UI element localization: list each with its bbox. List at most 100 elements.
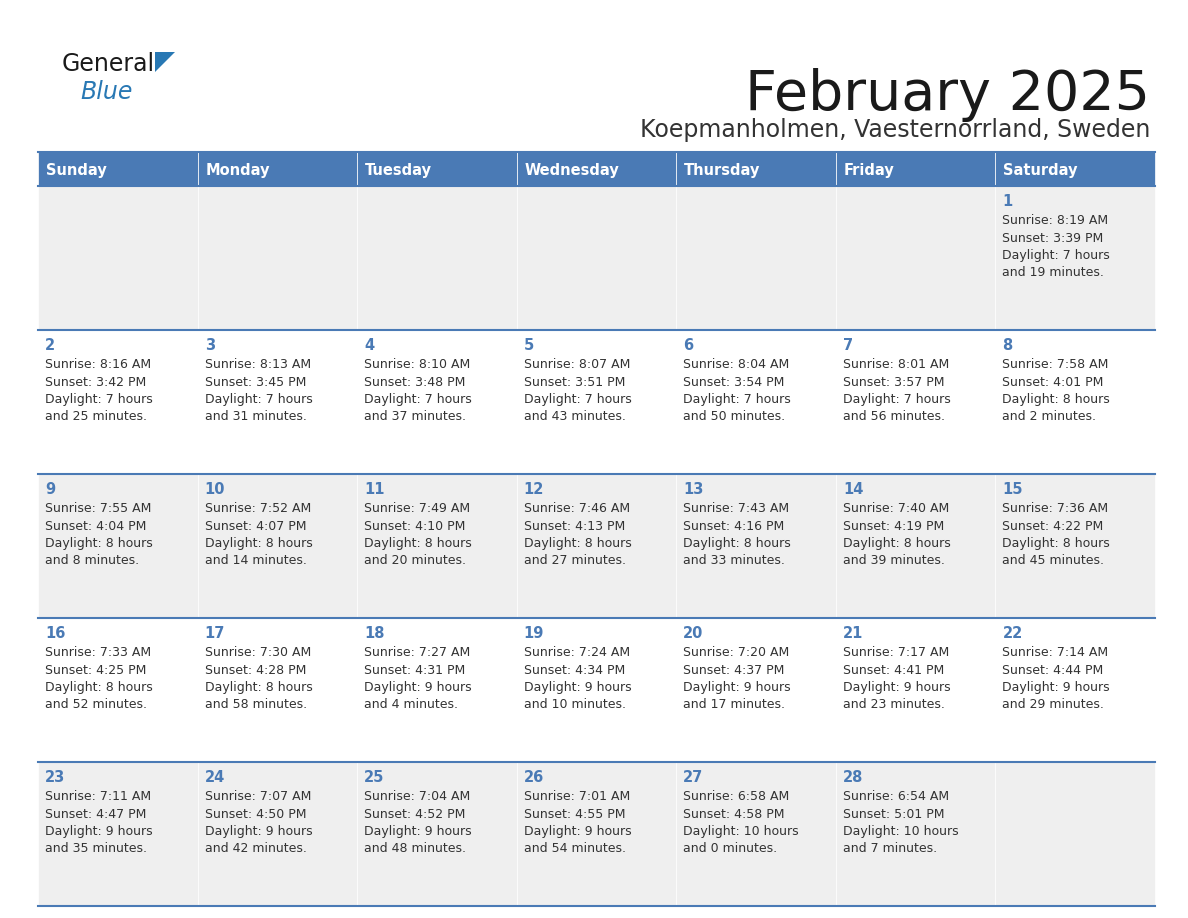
Text: Tuesday: Tuesday <box>365 162 432 177</box>
Bar <box>836 762 996 906</box>
Text: Sunset: 5:01 PM: Sunset: 5:01 PM <box>842 808 944 821</box>
Bar <box>517 618 676 762</box>
Bar <box>197 186 358 330</box>
Bar <box>38 330 197 474</box>
Bar <box>517 474 676 618</box>
Text: 2: 2 <box>45 338 55 353</box>
Text: Monday: Monday <box>206 162 270 177</box>
Text: Sunrise: 7:40 AM: Sunrise: 7:40 AM <box>842 502 949 515</box>
Text: Sunrise: 8:01 AM: Sunrise: 8:01 AM <box>842 358 949 371</box>
Text: Sunrise: 7:49 AM: Sunrise: 7:49 AM <box>365 502 470 515</box>
Text: Sunrise: 7:33 AM: Sunrise: 7:33 AM <box>45 646 151 659</box>
Text: General: General <box>62 52 156 76</box>
Text: 6: 6 <box>683 338 694 353</box>
Text: 28: 28 <box>842 770 864 785</box>
Text: Daylight: 7 hours: Daylight: 7 hours <box>524 393 632 406</box>
Text: and 52 minutes.: and 52 minutes. <box>45 699 147 711</box>
Text: February 2025: February 2025 <box>745 68 1150 122</box>
Text: Sunrise: 8:07 AM: Sunrise: 8:07 AM <box>524 358 630 371</box>
Text: Sunrise: 8:16 AM: Sunrise: 8:16 AM <box>45 358 151 371</box>
Text: Sunset: 4:07 PM: Sunset: 4:07 PM <box>204 520 307 532</box>
Text: 15: 15 <box>1003 482 1023 497</box>
Text: Sunrise: 7:14 AM: Sunrise: 7:14 AM <box>1003 646 1108 659</box>
Text: Sunset: 4:22 PM: Sunset: 4:22 PM <box>1003 520 1104 532</box>
Text: Sunset: 4:10 PM: Sunset: 4:10 PM <box>365 520 466 532</box>
Text: Daylight: 9 hours: Daylight: 9 hours <box>1003 681 1110 694</box>
Text: Sunset: 4:01 PM: Sunset: 4:01 PM <box>1003 375 1104 388</box>
Text: Sunset: 3:45 PM: Sunset: 3:45 PM <box>204 375 307 388</box>
Text: Sunrise: 7:20 AM: Sunrise: 7:20 AM <box>683 646 790 659</box>
Text: Sunrise: 7:04 AM: Sunrise: 7:04 AM <box>365 790 470 803</box>
Text: Sunrise: 7:17 AM: Sunrise: 7:17 AM <box>842 646 949 659</box>
Text: and 31 minutes.: and 31 minutes. <box>204 410 307 423</box>
Text: Daylight: 8 hours: Daylight: 8 hours <box>365 537 472 550</box>
Text: and 29 minutes.: and 29 minutes. <box>1003 699 1105 711</box>
Text: Sunrise: 7:27 AM: Sunrise: 7:27 AM <box>365 646 470 659</box>
Text: Daylight: 8 hours: Daylight: 8 hours <box>683 537 791 550</box>
Text: Sunset: 4:47 PM: Sunset: 4:47 PM <box>45 808 146 821</box>
Bar <box>38 618 197 762</box>
Bar <box>676 762 836 906</box>
Text: Sunset: 4:37 PM: Sunset: 4:37 PM <box>683 664 784 677</box>
Text: Sunrise: 7:52 AM: Sunrise: 7:52 AM <box>204 502 311 515</box>
Text: Sunrise: 8:13 AM: Sunrise: 8:13 AM <box>204 358 311 371</box>
Text: Sunset: 4:55 PM: Sunset: 4:55 PM <box>524 808 625 821</box>
Bar <box>517 762 676 906</box>
Text: and 19 minutes.: and 19 minutes. <box>1003 266 1105 279</box>
Bar <box>197 618 358 762</box>
Text: Daylight: 7 hours: Daylight: 7 hours <box>683 393 791 406</box>
Text: Sunrise: 8:04 AM: Sunrise: 8:04 AM <box>683 358 790 371</box>
Text: Daylight: 10 hours: Daylight: 10 hours <box>842 825 959 838</box>
Bar <box>38 762 197 906</box>
Text: Sunset: 3:48 PM: Sunset: 3:48 PM <box>365 375 466 388</box>
Text: Daylight: 9 hours: Daylight: 9 hours <box>524 681 631 694</box>
Text: Sunrise: 8:19 AM: Sunrise: 8:19 AM <box>1003 214 1108 227</box>
Bar <box>197 762 358 906</box>
Text: Sunrise: 7:55 AM: Sunrise: 7:55 AM <box>45 502 151 515</box>
Text: Sunset: 4:28 PM: Sunset: 4:28 PM <box>204 664 307 677</box>
Text: Sunset: 4:41 PM: Sunset: 4:41 PM <box>842 664 944 677</box>
Text: Sunset: 3:51 PM: Sunset: 3:51 PM <box>524 375 625 388</box>
Text: 5: 5 <box>524 338 533 353</box>
Text: 16: 16 <box>45 626 65 641</box>
Text: Sunset: 4:31 PM: Sunset: 4:31 PM <box>365 664 466 677</box>
Bar <box>996 762 1155 906</box>
Text: Sunset: 4:44 PM: Sunset: 4:44 PM <box>1003 664 1104 677</box>
Text: Thursday: Thursday <box>684 162 760 177</box>
Text: and 10 minutes.: and 10 minutes. <box>524 699 626 711</box>
Text: and 0 minutes.: and 0 minutes. <box>683 843 777 856</box>
Bar <box>836 330 996 474</box>
Text: Blue: Blue <box>80 80 132 104</box>
Text: Sunrise: 6:58 AM: Sunrise: 6:58 AM <box>683 790 790 803</box>
Text: and 42 minutes.: and 42 minutes. <box>204 843 307 856</box>
Text: 24: 24 <box>204 770 225 785</box>
Text: Daylight: 8 hours: Daylight: 8 hours <box>204 537 312 550</box>
Text: Sunrise: 7:43 AM: Sunrise: 7:43 AM <box>683 502 789 515</box>
Text: Sunset: 4:19 PM: Sunset: 4:19 PM <box>842 520 944 532</box>
Bar <box>358 330 517 474</box>
Text: and 7 minutes.: and 7 minutes. <box>842 843 937 856</box>
Bar <box>676 152 836 186</box>
Bar <box>676 186 836 330</box>
Text: 12: 12 <box>524 482 544 497</box>
Text: Daylight: 7 hours: Daylight: 7 hours <box>204 393 312 406</box>
Text: Daylight: 9 hours: Daylight: 9 hours <box>683 681 791 694</box>
Text: and 43 minutes.: and 43 minutes. <box>524 410 626 423</box>
Text: Daylight: 9 hours: Daylight: 9 hours <box>524 825 631 838</box>
Text: 13: 13 <box>683 482 703 497</box>
Text: Koepmanholmen, Vaesternorrland, Sweden: Koepmanholmen, Vaesternorrland, Sweden <box>639 118 1150 142</box>
Text: 4: 4 <box>365 338 374 353</box>
Text: Daylight: 8 hours: Daylight: 8 hours <box>1003 393 1110 406</box>
Text: and 23 minutes.: and 23 minutes. <box>842 699 944 711</box>
Text: Sunset: 3:57 PM: Sunset: 3:57 PM <box>842 375 944 388</box>
Text: Sunset: 3:39 PM: Sunset: 3:39 PM <box>1003 231 1104 244</box>
Text: Sunset: 4:34 PM: Sunset: 4:34 PM <box>524 664 625 677</box>
Text: 10: 10 <box>204 482 225 497</box>
Bar <box>517 186 676 330</box>
Bar <box>197 474 358 618</box>
Text: and 48 minutes.: and 48 minutes. <box>365 843 466 856</box>
Text: Daylight: 9 hours: Daylight: 9 hours <box>45 825 152 838</box>
Bar <box>676 618 836 762</box>
Text: 25: 25 <box>365 770 385 785</box>
Bar <box>676 474 836 618</box>
